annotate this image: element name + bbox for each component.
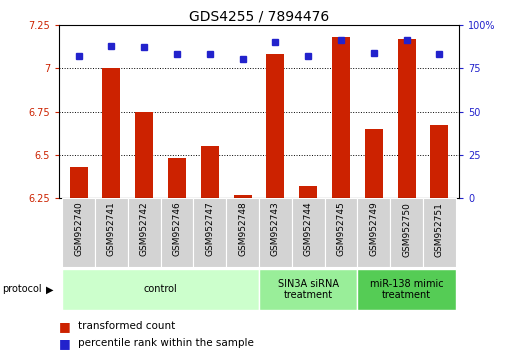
Text: GSM952745: GSM952745 [337, 202, 346, 256]
Bar [62, 198, 95, 267]
Bar [266, 54, 285, 198]
Bar [128, 198, 161, 267]
Bar [358, 198, 390, 267]
Bar [201, 146, 219, 198]
Bar [430, 125, 448, 198]
Bar [332, 37, 350, 198]
Text: GSM952742: GSM952742 [140, 202, 149, 256]
Bar [358, 269, 456, 310]
Bar [103, 68, 121, 198]
Text: transformed count: transformed count [78, 321, 176, 331]
Text: GSM952744: GSM952744 [304, 202, 313, 256]
Text: GSM952746: GSM952746 [172, 202, 182, 256]
Bar [299, 186, 317, 198]
Text: protocol: protocol [3, 284, 42, 295]
Text: GSM952747: GSM952747 [205, 202, 214, 256]
Text: miR-138 mimic
treatment: miR-138 mimic treatment [370, 279, 443, 300]
Text: GSM952743: GSM952743 [271, 202, 280, 256]
Bar [259, 269, 358, 310]
Bar [62, 269, 259, 310]
Text: GSM952749: GSM952749 [369, 202, 379, 256]
Title: GDS4255 / 7894476: GDS4255 / 7894476 [189, 10, 329, 24]
Bar [233, 195, 252, 198]
Bar [168, 158, 186, 198]
Bar [423, 198, 456, 267]
Text: GSM952740: GSM952740 [74, 202, 83, 256]
Text: control: control [144, 284, 177, 295]
Bar [70, 167, 88, 198]
Text: ■: ■ [59, 320, 75, 333]
Text: ■: ■ [59, 337, 75, 350]
Text: ▶: ▶ [46, 284, 54, 295]
Bar [292, 198, 325, 267]
Text: percentile rank within the sample: percentile rank within the sample [78, 338, 254, 348]
Bar [226, 198, 259, 267]
Bar [398, 39, 416, 198]
Text: GSM952750: GSM952750 [402, 202, 411, 257]
Text: GSM952741: GSM952741 [107, 202, 116, 256]
Bar [193, 198, 226, 267]
Bar [325, 198, 358, 267]
Bar [365, 129, 383, 198]
Bar [95, 198, 128, 267]
Text: GSM952751: GSM952751 [435, 202, 444, 257]
Text: GSM952748: GSM952748 [238, 202, 247, 256]
Bar [390, 198, 423, 267]
Bar [259, 198, 292, 267]
Bar [161, 198, 193, 267]
Text: SIN3A siRNA
treatment: SIN3A siRNA treatment [278, 279, 339, 300]
Bar [135, 112, 153, 198]
